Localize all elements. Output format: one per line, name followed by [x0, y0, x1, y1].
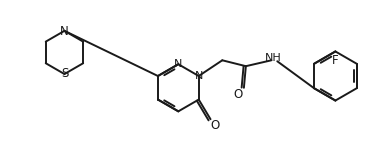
Text: NH: NH: [265, 53, 282, 63]
Text: S: S: [61, 67, 68, 79]
Text: N: N: [60, 25, 69, 38]
Text: O: O: [233, 88, 243, 101]
Text: F: F: [332, 54, 339, 67]
Text: O: O: [211, 119, 220, 132]
Text: N: N: [194, 71, 203, 81]
Text: N: N: [174, 59, 183, 69]
